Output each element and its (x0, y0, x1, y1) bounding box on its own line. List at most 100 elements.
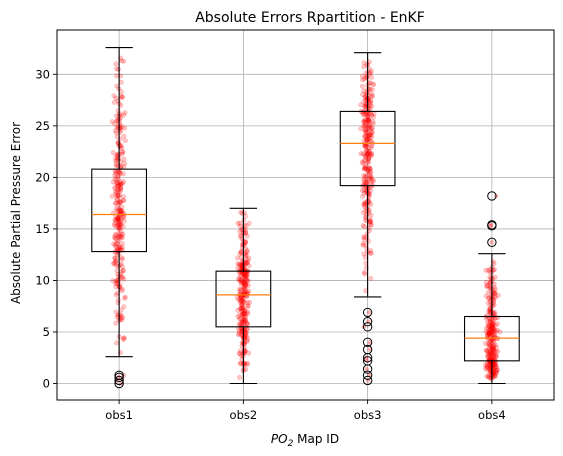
data-point (114, 341, 118, 345)
y-tick-label: 15 (35, 222, 50, 236)
data-point (486, 354, 490, 358)
data-point (493, 373, 497, 377)
data-point (493, 355, 497, 359)
data-point (245, 234, 249, 238)
data-point (115, 153, 119, 157)
data-point (488, 348, 492, 352)
data-point (114, 114, 118, 118)
data-point (121, 232, 125, 236)
data-point (238, 361, 242, 365)
data-point (369, 92, 373, 96)
data-point (123, 161, 127, 165)
data-point (487, 308, 491, 312)
data-point (119, 222, 123, 226)
data-point (115, 84, 119, 88)
chart-title: Absolute Errors Rpartition - EnKF (195, 10, 425, 26)
data-point (120, 95, 124, 99)
data-point (485, 374, 489, 378)
data-point (114, 321, 118, 325)
data-point (117, 236, 121, 240)
data-point (116, 67, 120, 71)
data-point (488, 342, 492, 346)
data-point (114, 164, 118, 168)
data-point (118, 187, 122, 191)
data-point (369, 71, 373, 75)
data-point (247, 256, 251, 260)
data-point (243, 228, 247, 232)
data-point (122, 59, 126, 63)
data-point (369, 75, 373, 79)
data-point (360, 84, 364, 88)
data-point (122, 215, 126, 219)
data-point (238, 289, 242, 293)
data-point (114, 74, 118, 78)
y-tick-label: 5 (43, 325, 50, 339)
data-point (369, 276, 373, 280)
data-point (496, 293, 500, 297)
data-point (113, 242, 117, 246)
data-point (111, 279, 115, 283)
data-point (360, 74, 364, 78)
data-point (489, 223, 493, 227)
data-point (493, 323, 497, 327)
y-tick-label: 10 (35, 273, 50, 287)
x-tick-label: obs2 (230, 408, 258, 422)
data-point (237, 375, 241, 379)
data-point (370, 82, 374, 86)
data-point (247, 221, 251, 225)
data-point (365, 367, 369, 371)
data-point (485, 317, 489, 321)
data-point (369, 152, 373, 156)
data-point (122, 336, 126, 340)
data-point (243, 318, 247, 322)
data-point (362, 236, 366, 240)
data-point (118, 130, 122, 134)
data-point (360, 92, 364, 96)
data-point (244, 239, 248, 243)
data-point (246, 351, 250, 355)
data-point (238, 235, 242, 239)
data-point (360, 188, 364, 192)
data-point (245, 339, 249, 343)
data-point (365, 114, 369, 118)
data-point (118, 200, 122, 204)
data-point (489, 317, 493, 321)
data-point (246, 278, 250, 282)
data-point (483, 366, 487, 370)
y-tick-label: 0 (43, 377, 50, 391)
data-point (242, 281, 246, 285)
data-point (369, 170, 373, 174)
data-point (367, 119, 371, 123)
data-point (493, 332, 497, 336)
data-point (489, 377, 493, 381)
data-point (367, 177, 371, 181)
data-point (119, 80, 123, 84)
x-axis-label-main: PO (271, 432, 288, 446)
data-point (114, 263, 118, 267)
data-point (372, 112, 376, 116)
data-point (122, 134, 126, 138)
data-point (113, 169, 117, 173)
data-point (247, 300, 251, 304)
data-point (236, 314, 240, 318)
data-point (238, 224, 242, 228)
data-point (368, 218, 372, 222)
x-tick-label: obs1 (105, 408, 133, 422)
data-point (368, 251, 372, 255)
data-point (361, 177, 365, 181)
data-point (114, 62, 118, 66)
data-point (369, 145, 373, 149)
x-axis-label-rest: Map ID (293, 432, 339, 446)
data-point (115, 218, 119, 222)
data-point (237, 262, 241, 266)
data-point (359, 127, 363, 131)
data-point (495, 328, 499, 332)
data-point (365, 137, 369, 141)
data-point (367, 347, 371, 351)
data-point (116, 298, 120, 302)
y-tick-label: 20 (35, 170, 50, 184)
data-point (112, 100, 116, 104)
data-point (112, 94, 116, 98)
data-point (113, 250, 117, 254)
